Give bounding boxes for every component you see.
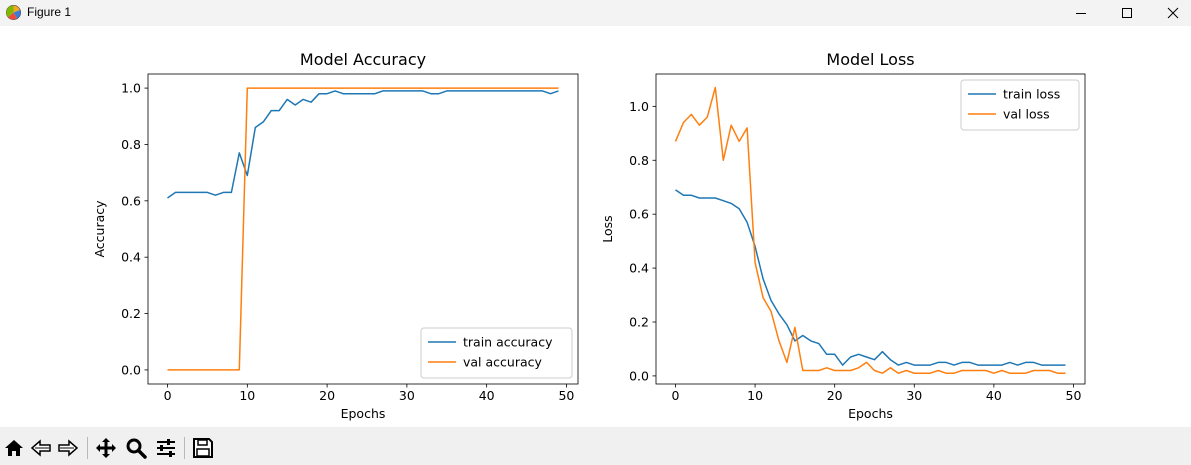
chart-title: Model Accuracy (300, 50, 426, 69)
save-icon (193, 438, 213, 458)
navigation-toolbar (0, 427, 1191, 465)
window-titlebar: Figure 1 (0, 0, 1191, 26)
zoom-button[interactable] (124, 436, 148, 460)
configure-subplots-icon (157, 439, 175, 457)
x-tick-label: 30 (906, 388, 922, 403)
pan-button[interactable] (94, 436, 118, 460)
y-tick-label: 0.4 (629, 261, 649, 276)
x-tick-label: 30 (399, 388, 415, 403)
legend-label: train loss (1003, 87, 1060, 102)
x-axis-label: Epochs (341, 406, 386, 421)
configure-subplots-button[interactable] (154, 436, 178, 460)
x-tick-label: 10 (239, 388, 255, 403)
chart-2: 0 10 20 30 40 50 0.0 0.2 0.4 0.6 0.8 1.0 Model Loss E… (600, 50, 1086, 421)
x-tick-label: 0 (164, 388, 172, 403)
home-button[interactable] (2, 436, 26, 460)
close-icon (1167, 7, 1179, 19)
y-tick-label: 1.0 (121, 81, 141, 96)
minimize-button[interactable] (1059, 0, 1103, 26)
window-title: Figure 1 (27, 5, 72, 19)
x-axis-label: Epochs (848, 406, 893, 421)
series-line-1 (675, 189, 1066, 366)
legend-label: val loss (1003, 107, 1050, 122)
series-line-2 (167, 87, 559, 371)
y-tick-label: 0.6 (629, 207, 649, 222)
figure-svg: 0 10 20 30 40 50 0.0 0.2 0.4 0.6 0.8 1.0 Model Accur… (92, 50, 1086, 421)
y-tick-label: 0.6 (121, 193, 141, 208)
maximize-icon (1122, 8, 1132, 18)
legend: train loss val loss (960, 79, 1080, 131)
figure-canvas: 0 10 20 30 40 50 0.0 0.2 0.4 0.6 0.8 1.0 Model Accur… (0, 26, 1191, 427)
forward-button[interactable] (56, 436, 80, 460)
y-tick-label: 0.8 (629, 153, 649, 168)
x-tick-label: 10 (747, 388, 763, 403)
pan-icon (96, 438, 116, 458)
home-icon (5, 440, 23, 456)
toolbar-separator (87, 437, 88, 459)
series-line-1 (167, 90, 559, 199)
legend-label: train accuracy (463, 335, 553, 350)
x-tick-label: 40 (986, 388, 1002, 403)
x-tick-label: 50 (558, 388, 574, 403)
y-tick-label: 0.0 (121, 362, 141, 377)
axes-frame (147, 73, 579, 385)
x-tick-label: 20 (827, 388, 843, 403)
x-tick-label: 0 (672, 388, 680, 403)
maximize-button[interactable] (1105, 0, 1149, 26)
series-line-2 (674, 86, 1066, 374)
y-axis-label: Loss (600, 215, 615, 242)
back-arrow-icon (30, 439, 51, 457)
y-axis-label: Accuracy (92, 200, 107, 258)
chart-title: Model Loss (826, 50, 914, 69)
close-button[interactable] (1151, 0, 1191, 26)
legend-box (420, 327, 573, 379)
save-button[interactable] (191, 436, 215, 460)
y-tick-label: 0.8 (121, 137, 141, 152)
y-tick-label: 0.2 (121, 306, 141, 321)
y-tick-label: 0.0 (629, 368, 649, 383)
y-tick-label: 1.0 (629, 99, 649, 114)
legend: train accuracy val accuracy (420, 327, 573, 379)
forward-arrow-icon (58, 439, 79, 457)
back-button[interactable] (29, 436, 53, 460)
zoom-icon (126, 438, 147, 459)
y-tick-label: 0.4 (121, 250, 141, 265)
x-tick-label: 50 (1066, 388, 1082, 403)
legend-label: val accuracy (463, 355, 543, 370)
minimize-icon (1076, 13, 1086, 14)
axes-frame (655, 73, 1086, 385)
toolbar-separator (184, 437, 185, 459)
chart-1: 0 10 20 30 40 50 0.0 0.2 0.4 0.6 0.8 1.0 Model Accur… (92, 50, 579, 421)
legend-box (960, 79, 1080, 131)
x-tick-label: 40 (479, 388, 495, 403)
y-tick-label: 0.2 (629, 315, 649, 330)
x-tick-label: 20 (319, 388, 335, 403)
matplotlib-app-icon (6, 5, 21, 20)
